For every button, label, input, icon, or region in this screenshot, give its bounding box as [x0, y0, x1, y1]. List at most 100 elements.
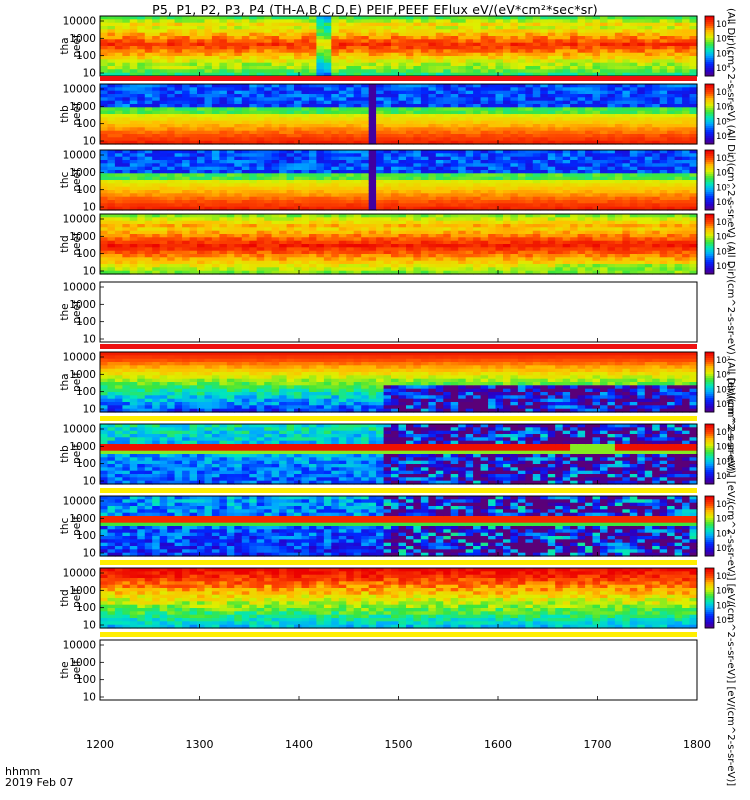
colorbar-swatch — [705, 90, 714, 93]
spectrogram-cell — [376, 114, 385, 118]
spectrogram-cell — [585, 156, 594, 161]
spectrogram-cell — [331, 180, 340, 184]
spectrogram-cell — [420, 59, 429, 64]
spectrogram-cell — [637, 72, 646, 77]
spectrogram-cell — [167, 134, 176, 138]
spectrogram-cell — [532, 153, 541, 158]
spectrogram-cell — [137, 180, 146, 184]
spectrogram-cell — [182, 227, 191, 232]
spectrogram-cell — [129, 104, 138, 108]
spectrogram-cell — [368, 200, 377, 204]
spectrogram-cell — [435, 140, 444, 145]
spectrogram-cell — [286, 19, 295, 24]
spectrogram-cell — [629, 29, 638, 34]
spectrogram-cell — [689, 196, 698, 201]
spectrogram-cell — [614, 206, 623, 211]
spectrogram-cell — [428, 66, 437, 70]
spectrogram-cell — [525, 62, 534, 67]
spectrogram-cell — [458, 56, 467, 60]
spectrogram-cell — [428, 52, 437, 57]
spectrogram-cell — [480, 156, 489, 161]
spectrogram-cell — [294, 173, 303, 178]
spectrogram-cell — [376, 170, 385, 174]
spectrogram-cell — [211, 257, 220, 262]
spectrogram-cell — [689, 173, 698, 178]
spectrogram-cell — [234, 46, 243, 50]
spectrogram-cell — [562, 134, 571, 138]
spectrogram-cell — [264, 107, 273, 112]
spectrogram-cell — [279, 42, 288, 47]
spectrogram-cell — [241, 104, 250, 108]
spectrogram-cell — [249, 173, 258, 178]
spectrogram-cell — [152, 220, 161, 225]
spectrogram-cell — [592, 150, 601, 154]
spectrogram-cell — [420, 39, 429, 44]
spectrogram-cell — [622, 87, 631, 92]
spectrogram-cell — [226, 49, 235, 54]
spectrogram-cell — [182, 39, 191, 44]
spectrogram-cell — [652, 140, 661, 145]
spectrogram-cell — [495, 104, 504, 108]
spectrogram-cell — [391, 166, 400, 171]
spectrogram-cell — [495, 87, 504, 92]
spectrogram-cell — [689, 97, 698, 102]
spectrogram-cell — [689, 170, 698, 174]
spectrogram-cell — [114, 247, 123, 252]
spectrogram-cell — [689, 186, 698, 191]
colorbar-swatch — [705, 130, 714, 133]
spectrogram-cell — [517, 110, 526, 115]
spectrogram-cell — [271, 203, 280, 208]
spectrogram-cell — [107, 247, 116, 252]
spectrogram-cell — [129, 19, 138, 24]
spectrogram-cell — [316, 72, 325, 77]
spectrogram-cell — [114, 87, 123, 92]
spectrogram-cell — [279, 32, 288, 37]
spectrogram-cell — [488, 114, 497, 118]
spectrogram-cell — [100, 22, 109, 27]
colorbar-swatch — [705, 156, 714, 159]
spectrogram-cell — [174, 203, 183, 208]
spectrogram-cell — [592, 203, 601, 208]
spectrogram-cell — [316, 140, 325, 145]
spectrogram-cell — [122, 19, 131, 24]
spectrogram-cell — [226, 134, 235, 138]
spectrogram-cell — [286, 117, 295, 122]
spectrogram-cell — [510, 140, 519, 145]
spectrogram-cell — [219, 180, 228, 184]
spectrogram-cell — [129, 247, 138, 252]
spectrogram-cell — [465, 97, 474, 102]
spectrogram-cell — [226, 160, 235, 164]
spectrogram-cell — [174, 120, 183, 125]
spectrogram-cell — [323, 69, 332, 74]
spectrogram-cell — [309, 90, 318, 95]
spectrogram-cell — [234, 203, 243, 208]
spectrogram-cell — [435, 26, 444, 30]
spectrogram-cell — [600, 170, 609, 174]
colorbar-swatch — [705, 170, 714, 173]
spectrogram-cell — [167, 94, 176, 98]
spectrogram-cell — [667, 186, 676, 191]
spectrogram-cell — [309, 234, 318, 238]
spectrogram-cell — [301, 69, 310, 74]
spectrogram-cell — [189, 97, 198, 102]
spectrogram-cell — [204, 257, 213, 262]
colorbar-swatch — [705, 40, 714, 43]
spectrogram-cell — [114, 260, 123, 265]
spectrogram-cell — [107, 19, 116, 24]
spectrogram-cell — [189, 117, 198, 122]
spectrogram-cell — [600, 49, 609, 54]
spectrogram-cell — [525, 39, 534, 44]
spectrogram-cell — [376, 39, 385, 44]
spectrogram-cell — [674, 19, 683, 24]
spectrogram-cell — [264, 230, 273, 235]
spectrogram-cell — [540, 90, 549, 95]
spectrogram-cell — [331, 160, 340, 164]
spectrogram-cell — [555, 150, 564, 154]
spectrogram-cell — [204, 227, 213, 232]
spectrogram-cell — [555, 90, 564, 95]
spectrogram-cell — [107, 56, 116, 60]
spectrogram-cell — [674, 56, 683, 60]
spectrogram-cell — [152, 193, 161, 198]
spectrogram-cell — [182, 264, 191, 268]
spectrogram-cell — [644, 29, 653, 34]
